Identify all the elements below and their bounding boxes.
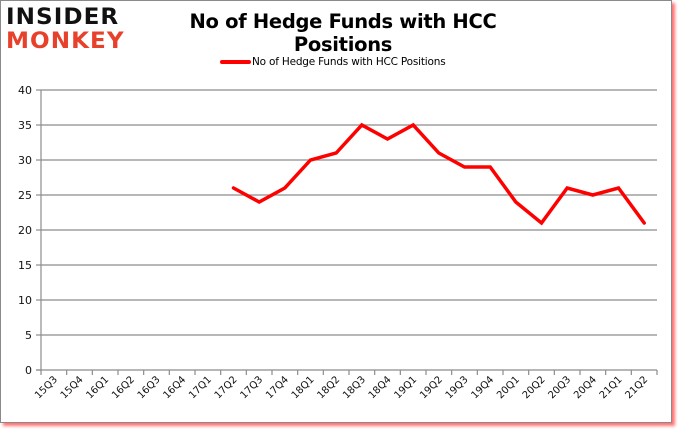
y-tick-label: 10 [18, 294, 32, 307]
x-tick-label: 20Q2 [521, 374, 548, 401]
y-tick-label: 15 [18, 259, 32, 272]
logo-line-1: INSIDER [6, 5, 120, 30]
logo-line-2: MONKEY [6, 29, 125, 54]
chart-frame [0, 0, 672, 423]
x-tick-label: 20Q3 [546, 374, 573, 401]
x-tick-label: 19Q1 [392, 374, 419, 401]
x-tick-label: 16Q4 [161, 374, 188, 401]
x-tick-label: 20Q1 [495, 374, 522, 401]
y-tick-label: 30 [18, 154, 32, 167]
y-tick-label: 35 [18, 119, 32, 132]
gridlines [41, 89, 657, 336]
x-tick-label: 16Q3 [136, 374, 163, 401]
data-series-line [231, 122, 646, 226]
insider-monkey-logo: INSIDER MONKEY [6, 7, 128, 55]
x-tick-label: 18Q1 [290, 374, 317, 401]
x-tick-label: 21Q2 [623, 374, 650, 401]
y-tick-label: 0 [25, 364, 32, 377]
x-tick-label: 17Q3 [238, 374, 265, 401]
chart-title: No of Hedge Funds with HCC Positions [189, 10, 497, 56]
y-tick-label: 25 [18, 189, 32, 202]
legend-line-swatch-icon [220, 60, 251, 64]
y-tick-label: 5 [25, 329, 32, 342]
x-tick-label: 21Q1 [598, 374, 625, 401]
x-tick-label: 19Q4 [469, 374, 496, 401]
x-tick-label: 15Q3 [33, 374, 60, 401]
x-tick-label: 15Q4 [59, 374, 86, 401]
x-tick-label: 17Q1 [187, 374, 214, 401]
chart-legend: No of Hedge Funds with HCC Positions [220, 54, 446, 70]
x-tick-label: 18Q3 [341, 374, 368, 401]
x-tick-label: 18Q4 [367, 374, 394, 401]
x-tick-label: 16Q2 [110, 374, 137, 401]
y-tick-label: 40 [18, 84, 32, 97]
x-tick-label: 18Q2 [315, 374, 342, 401]
legend-label: No of Hedge Funds with HCC Positions [252, 56, 446, 68]
y-tick-label: 20 [18, 224, 32, 237]
x-tick-label: 17Q2 [213, 374, 240, 401]
axes [36, 89, 658, 375]
x-tick-label: 16Q1 [84, 374, 111, 401]
x-axis-tick-labels: 15Q315Q416Q116Q216Q316Q417Q117Q217Q317Q4… [33, 374, 650, 401]
x-tick-label: 17Q4 [264, 374, 291, 401]
series-line [231, 122, 646, 226]
y-axis-tick-labels: 0 5 10 15 20 25 30 35 40 [18, 84, 32, 377]
x-tick-label: 19Q2 [418, 374, 445, 401]
x-tick-label: 19Q3 [444, 374, 471, 401]
x-tick-label: 20Q4 [572, 374, 599, 401]
